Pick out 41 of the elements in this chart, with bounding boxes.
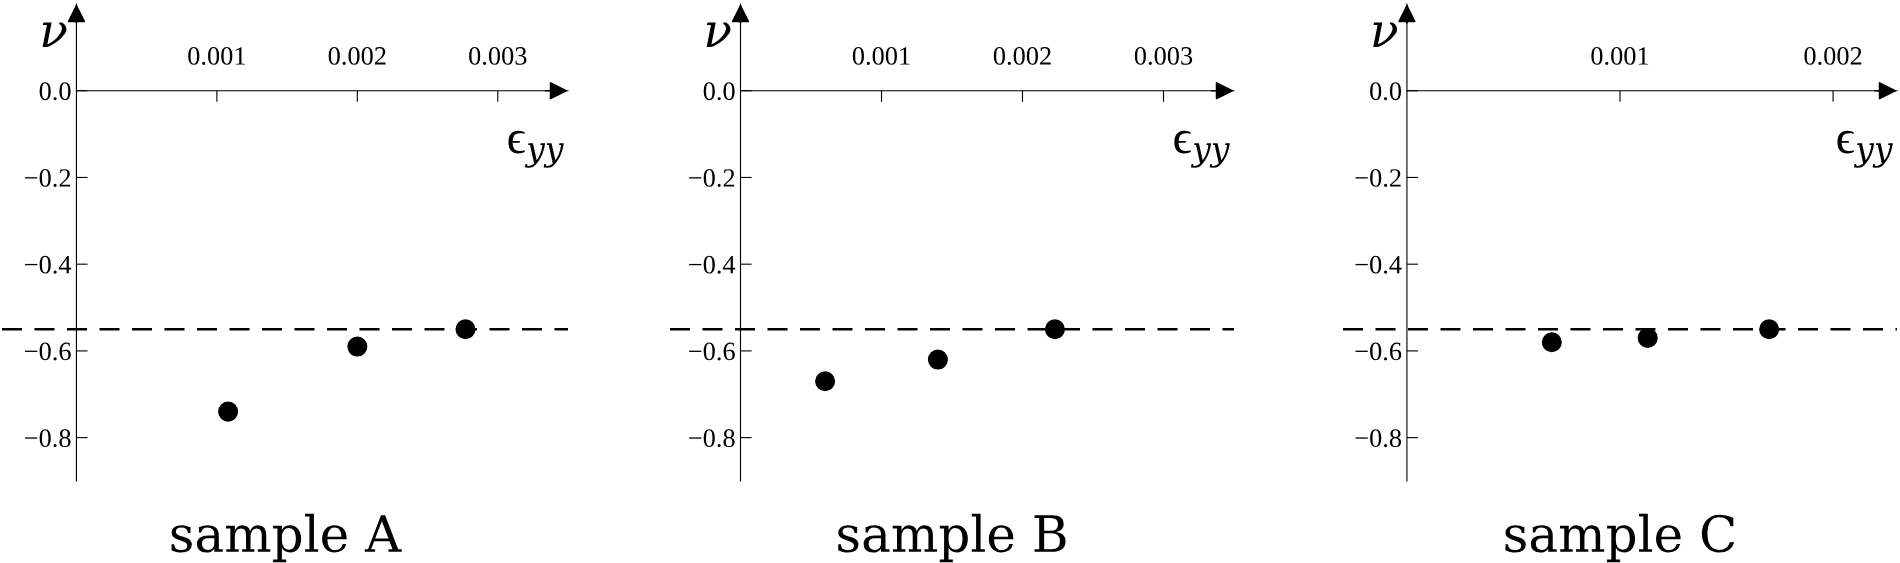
y-tick-label: 0.0: [703, 82, 735, 101]
text: sample A: [171, 513, 402, 563]
text: sample B: [838, 513, 1066, 563]
x-tick-label: 0.003: [469, 47, 527, 65]
point: [347, 336, 368, 357]
x-axis-title: ϵ$_{yy}$: [1837, 130, 1893, 168]
x-tick-label: 0.002: [328, 47, 386, 65]
y-tick-label: −0.2: [25, 169, 71, 187]
point: [1637, 327, 1658, 348]
y-tick-label: −0.6: [689, 342, 735, 361]
text: sample C: [1505, 513, 1735, 563]
x-axis-title: ϵ$_{yy}$: [508, 130, 564, 168]
x-tick-label: 0.001: [852, 47, 910, 65]
point: [1759, 319, 1780, 340]
y-axis-title: ν: [706, 22, 731, 48]
y-tick-label: −0.2: [1355, 169, 1401, 187]
point: [927, 349, 948, 370]
x-tick-label: 0.002: [993, 47, 1051, 65]
y-tick-label: −0.6: [1355, 342, 1402, 361]
y-tick-label: −0.8: [689, 429, 735, 448]
y-tick-label: 0.0: [39, 82, 71, 101]
y-axis-title: ν: [1373, 22, 1398, 48]
x-tick-label: 0.001: [188, 47, 245, 65]
x-tick-label: 0.002: [1804, 47, 1862, 65]
y-tick-label: −0.4: [1355, 255, 1402, 274]
point: [455, 319, 476, 340]
point: [218, 401, 239, 422]
y-tick-label: −0.8: [1355, 429, 1402, 448]
y-tick-label: −0.4: [25, 255, 72, 274]
y-tick-label: −0.8: [25, 429, 71, 448]
point: [1541, 332, 1562, 353]
y-tick-label: −0.4: [689, 255, 736, 274]
y-tick-label: 0.0: [1370, 82, 1402, 101]
y-axis-title: ν: [42, 22, 67, 48]
x-axis-title: ϵ$_{yy}$: [1174, 130, 1230, 168]
y-tick-label: −0.2: [689, 169, 735, 187]
x-tick-label: 0.001: [1591, 47, 1649, 65]
point: [1044, 319, 1065, 340]
x-tick-label: 0.003: [1134, 47, 1193, 65]
y-tick-label: −0.6: [25, 342, 71, 361]
point: [815, 371, 836, 392]
